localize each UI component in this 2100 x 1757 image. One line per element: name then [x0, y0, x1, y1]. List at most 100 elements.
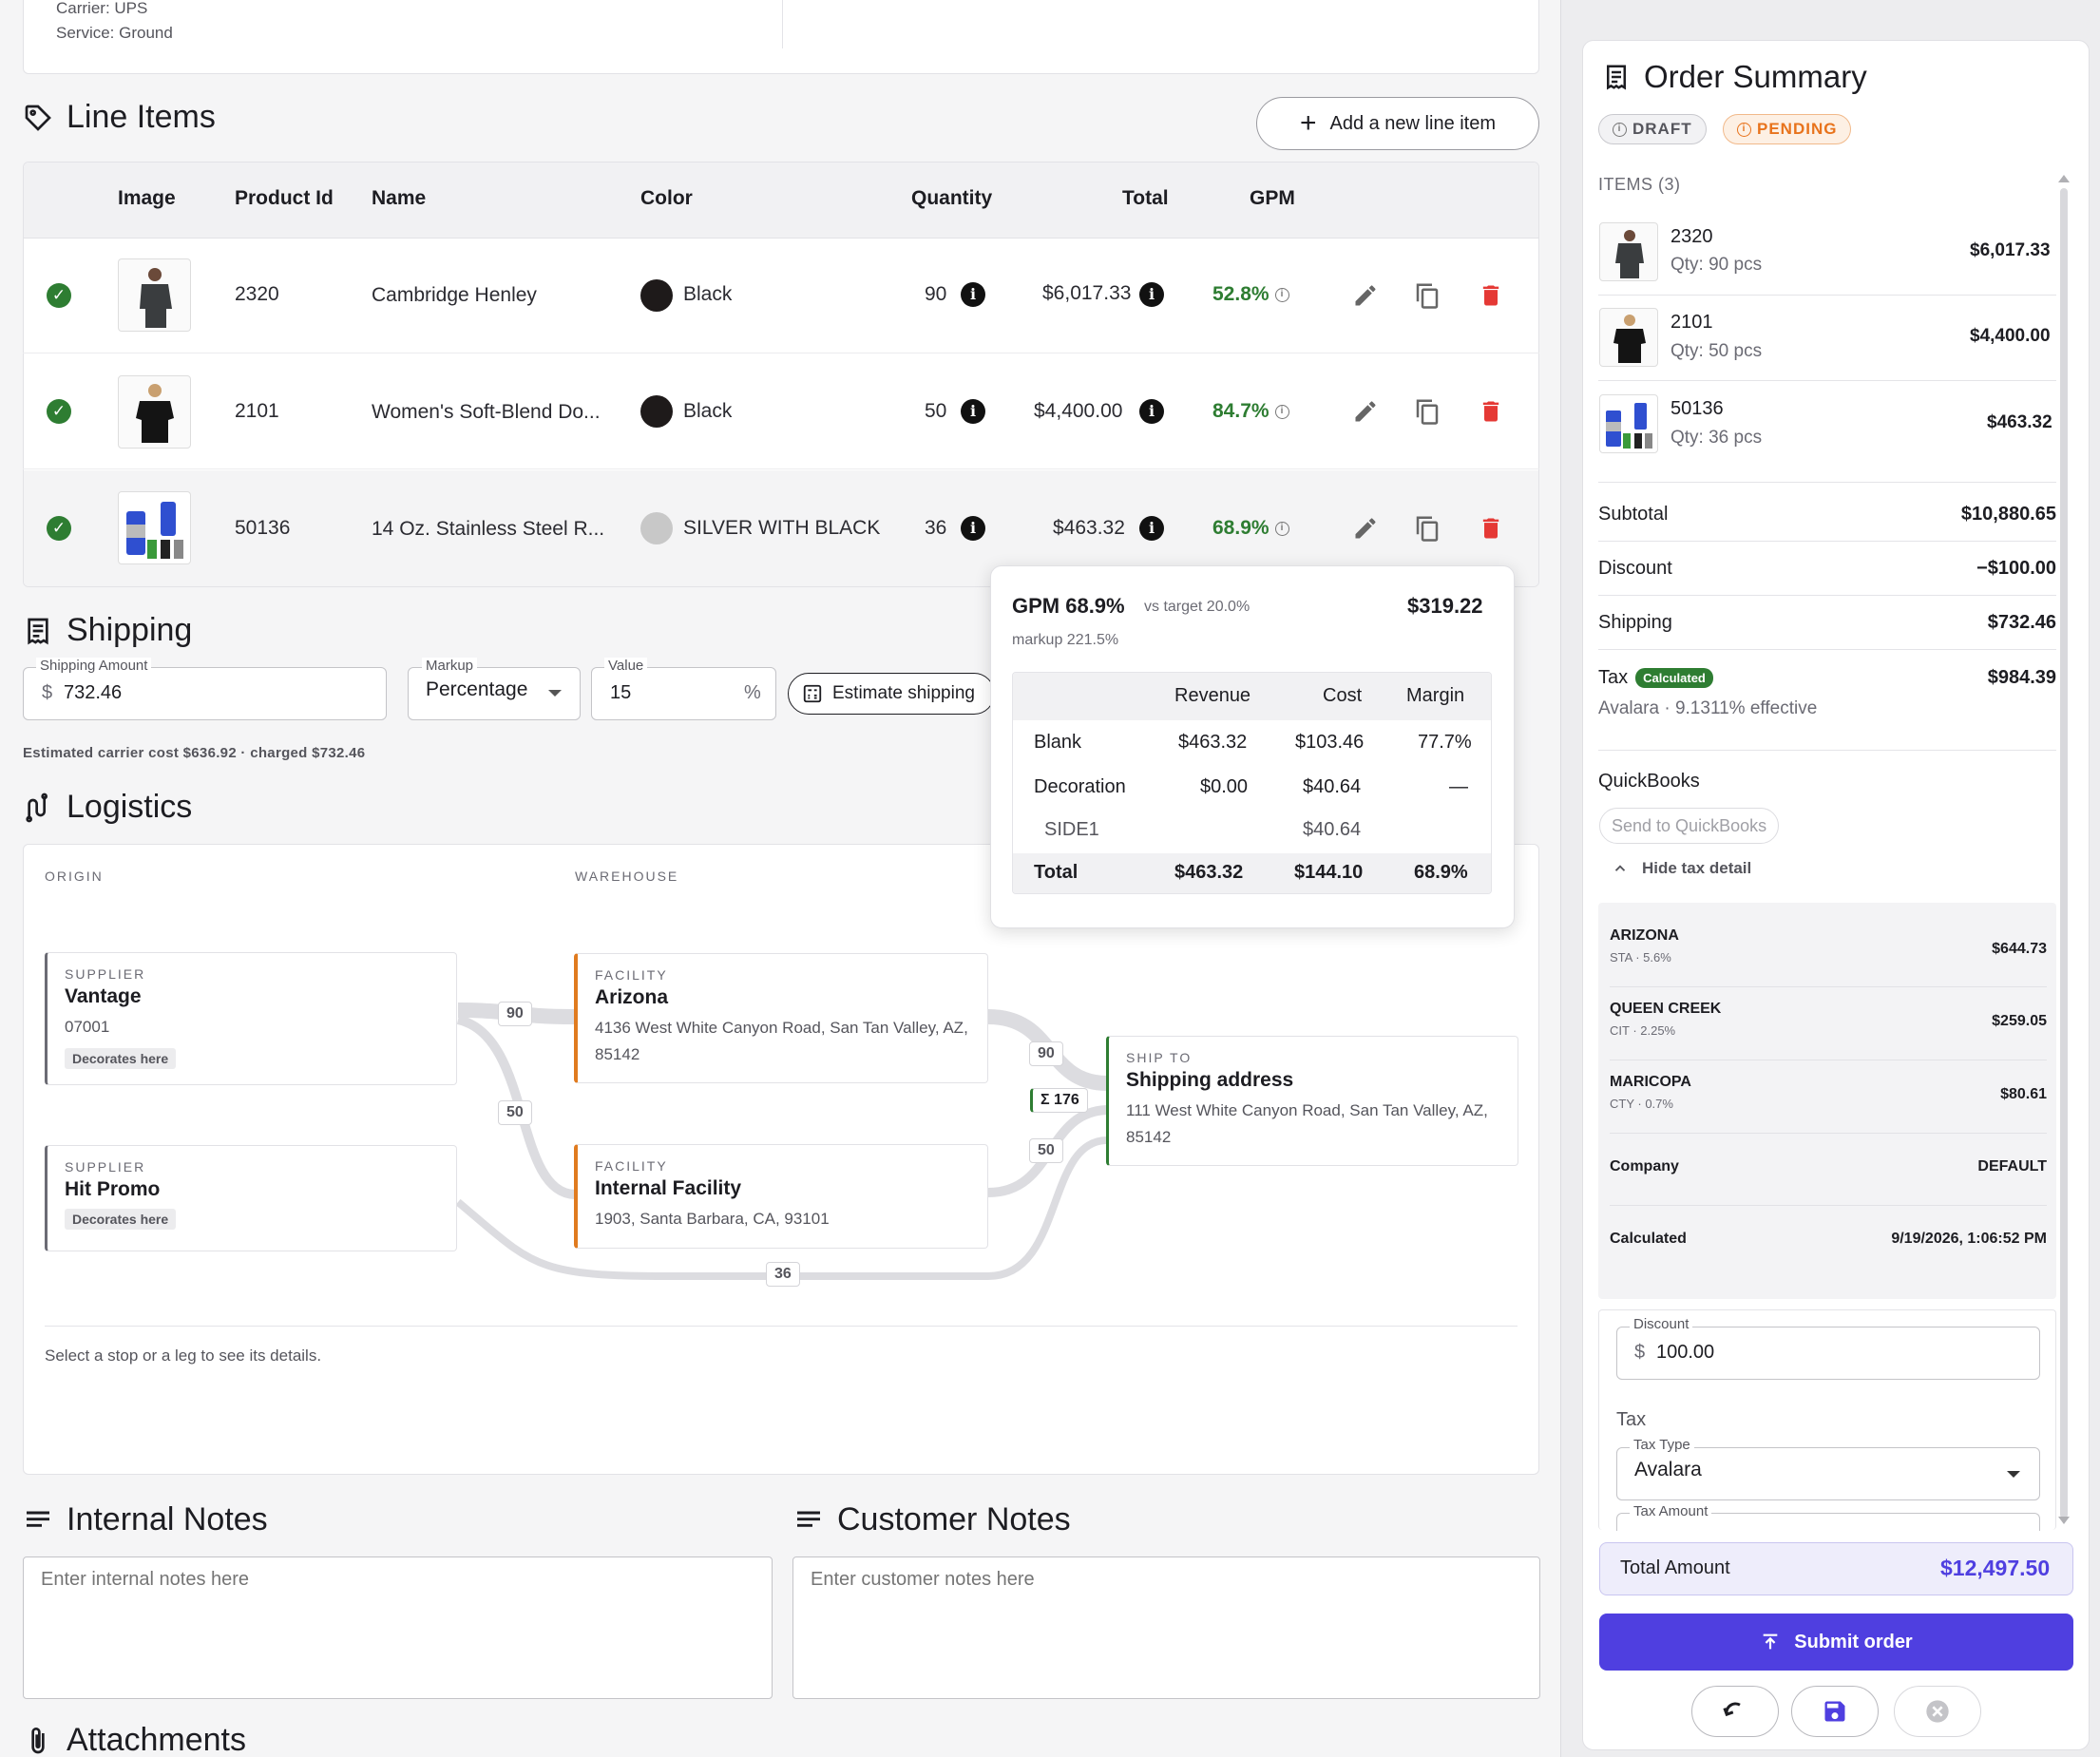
shirt-image — [140, 268, 172, 328]
flow-label-internal-ship[interactable]: 50 — [1029, 1138, 1063, 1163]
save-button[interactable] — [1791, 1686, 1879, 1737]
info-icon: i — [1613, 122, 1627, 137]
receipt-icon — [28, 618, 48, 644]
order-summary-title: Order Summary — [1644, 59, 1867, 94]
markup-value-field[interactable] — [591, 667, 776, 720]
tax-label: Tax — [1598, 667, 1629, 688]
scroll-down-icon[interactable] — [2058, 1517, 2070, 1524]
gpm-value[interactable]: 52.8% i — [1212, 283, 1289, 306]
total-info-icon[interactable]: i — [1139, 282, 1164, 307]
tax-type-select[interactable] — [1616, 1447, 2040, 1500]
node-name: Shipping address — [1126, 1069, 1294, 1091]
gpm-value[interactable]: 68.9% i — [1212, 517, 1289, 540]
line-total: $463.32 — [1053, 517, 1125, 539]
gpm-value[interactable]: 84.7% i — [1212, 400, 1289, 423]
summary-item-thumb — [1599, 394, 1658, 453]
line-total: $6,017.33 — [1042, 282, 1132, 304]
flow-label-arizona-ship[interactable]: 90 — [1029, 1041, 1063, 1066]
table-row[interactable] — [23, 353, 1539, 469]
shipping-amount-field[interactable] — [23, 667, 387, 720]
popover-col-cost: Cost — [1323, 685, 1363, 706]
service-text: Service: Ground — [56, 24, 173, 42]
duplicate-icon[interactable] — [1411, 279, 1443, 312]
line-items-table — [23, 162, 1539, 587]
quantity-info-icon[interactable]: i — [961, 399, 985, 424]
popover-row-cost: $103.46 — [1295, 732, 1365, 753]
delete-icon[interactable] — [1475, 512, 1507, 544]
estimate-shipping-button[interactable]: Estimate shipping — [788, 673, 995, 715]
flow-label-hitpromo-ship[interactable]: 36 — [766, 1262, 800, 1287]
duplicate-icon[interactable] — [1411, 395, 1443, 428]
quantity: 36 — [925, 517, 947, 539]
node-kind: SUPPLIER — [65, 1159, 146, 1175]
currency-prefix: $ — [42, 682, 53, 703]
color-name: SILVER WITH BLACK — [683, 517, 881, 539]
quantity-info-icon[interactable]: i — [961, 516, 985, 541]
estimate-shipping-label: Estimate shipping — [832, 683, 975, 703]
node-name: Arizona — [595, 986, 669, 1008]
flow-hitpromo-ship — [455, 1136, 1108, 1280]
ship-to-node[interactable]: SHIP TO Shipping address 111 West White … — [1106, 1036, 1518, 1166]
total-amount-value: $12,497.50 — [1940, 1556, 2051, 1580]
cancel-button[interactable] — [1894, 1686, 1981, 1737]
markup-label: Markup — [422, 658, 478, 674]
popover-row-revenue: $0.00 — [1200, 776, 1249, 797]
decorates-tag: Decorates here — [65, 1048, 177, 1069]
sidebar-scrollbar[interactable] — [2060, 188, 2068, 1518]
col-product-id: Product Id — [235, 187, 334, 209]
delete-icon[interactable] — [1475, 279, 1507, 312]
popover-total-margin: 68.9% — [1414, 862, 1468, 883]
logistics-heading: Logistics — [23, 789, 192, 826]
total-info-icon[interactable]: i — [1139, 399, 1164, 424]
scroll-up-icon[interactable] — [2058, 175, 2070, 182]
tax-line: QUEEN CREEK CIT · 2.25% $259.05 — [1610, 1001, 2047, 1038]
internal-notes-input[interactable] — [23, 1556, 773, 1699]
chevron-up-icon — [1614, 865, 1626, 871]
tax-line-divider — [1610, 1133, 2047, 1134]
summary-divider — [1598, 595, 2056, 596]
chevron-down-icon — [2007, 1471, 2020, 1478]
summary-item-qty: Qty: 36 pcs — [1670, 428, 1763, 448]
shipment-card: Carrier: UPS Service: Ground — [23, 0, 1539, 74]
flow-label-vantage-internal[interactable]: 50 — [498, 1100, 532, 1125]
edit-icon[interactable] — [1349, 279, 1382, 312]
product-id: 50136 — [235, 517, 291, 539]
total-info-icon[interactable]: i — [1139, 516, 1164, 541]
quantity-info-icon[interactable]: i — [961, 282, 985, 307]
summary-item-price: $6,017.33 — [1970, 240, 2051, 260]
send-to-quickbooks-button[interactable]: Send to QuickBooks — [1599, 808, 1780, 844]
tax-line-divider — [1610, 986, 2047, 987]
quantity: 50 — [925, 400, 947, 422]
add-line-item-button[interactable]: + Add a new line item — [1256, 97, 1539, 150]
popover-row-cost: $40.64 — [1303, 776, 1362, 797]
logistics-title: Logistics — [67, 789, 193, 825]
card-divider — [782, 0, 783, 48]
facility-node-internal[interactable]: FACILITY Internal Facility 1903, Santa B… — [574, 1144, 988, 1249]
hide-tax-detail-toggle[interactable]: Hide tax detail — [1612, 859, 1751, 878]
undo-button[interactable] — [1691, 1686, 1779, 1737]
product-thumbnail — [118, 491, 191, 564]
undo-icon — [1723, 1702, 1741, 1717]
edit-icon[interactable] — [1349, 512, 1382, 544]
product-name: Cambridge Henley — [372, 284, 537, 306]
duplicate-icon[interactable] — [1411, 512, 1443, 544]
shirt-image — [136, 384, 174, 443]
tag-icon — [25, 105, 51, 131]
tax-type-label: Tax Type — [1630, 1437, 1694, 1453]
internal-notes-heading: Internal Notes — [23, 1501, 268, 1538]
color-name: Black — [683, 400, 733, 422]
customer-notes-input[interactable] — [792, 1556, 1540, 1699]
submit-order-button[interactable]: Submit order — [1599, 1614, 2073, 1671]
supplier-node-hit-promo[interactable]: SUPPLIER Hit Promo Decorates here — [45, 1145, 457, 1251]
table-row[interactable] — [23, 238, 1539, 353]
flow-label-vantage-arizona[interactable]: 90 — [498, 1002, 532, 1026]
discount-row: Discount −$100.00 — [1598, 558, 2056, 579]
discount-value: 100.00 — [1656, 1342, 1715, 1363]
discount-field[interactable] — [1616, 1327, 2040, 1380]
edit-icon[interactable] — [1349, 395, 1382, 428]
tax-line: MARICOPA CTY · 0.7% $80.61 — [1610, 1074, 2047, 1111]
tax-amount-field[interactable] — [1616, 1513, 2040, 1532]
facility-node-arizona[interactable]: FACILITY Arizona 4136 West White Canyon … — [574, 953, 988, 1083]
delete-icon[interactable] — [1475, 395, 1507, 428]
supplier-node-vantage[interactable]: SUPPLIER Vantage 07001 Decorates here — [45, 952, 457, 1085]
